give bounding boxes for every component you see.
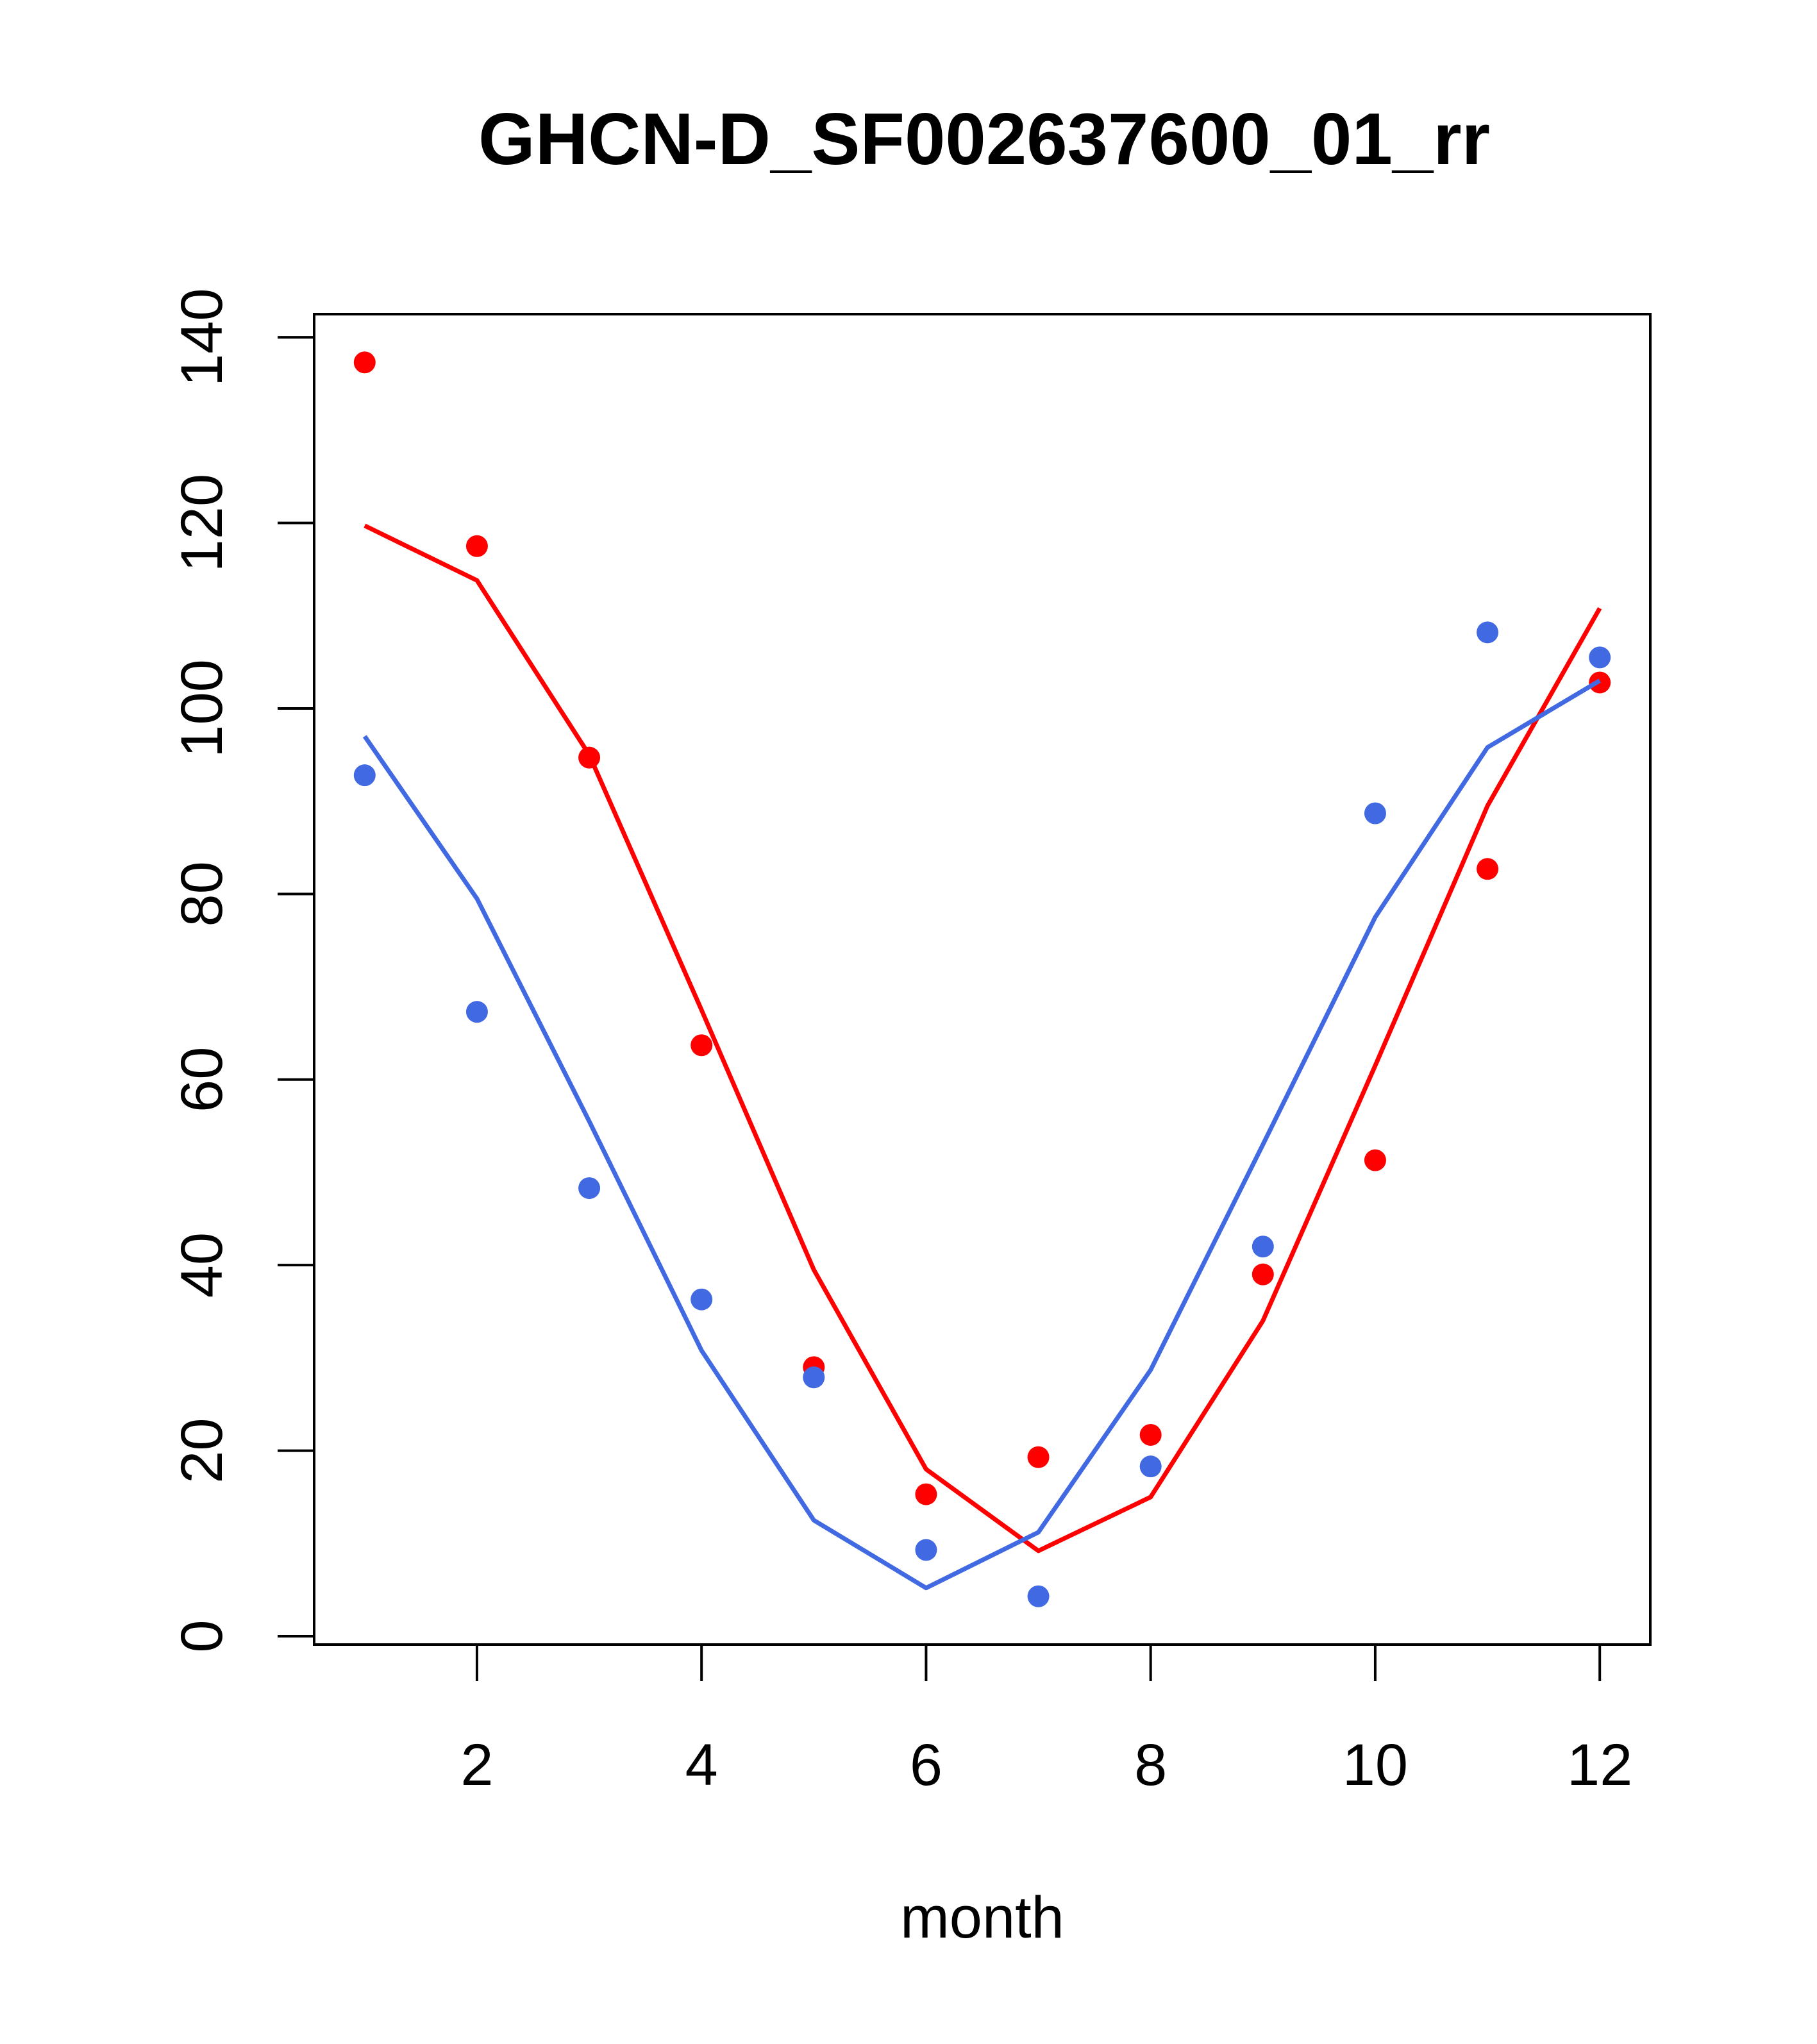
y-tick-label: 60	[169, 1047, 235, 1112]
data-point	[1364, 802, 1386, 825]
y-tick-label: 40	[169, 1232, 235, 1298]
data-point	[915, 1539, 937, 1561]
x-tick-label: 8	[1134, 1732, 1167, 1798]
x-tick-label: 4	[685, 1732, 718, 1798]
data-point	[1139, 1455, 1162, 1478]
x-axis-label: month	[900, 1885, 1064, 1950]
data-point	[1027, 1446, 1050, 1468]
y-tick-label: 80	[169, 861, 235, 926]
x-tick-label: 10	[1343, 1732, 1408, 1798]
data-point	[1477, 858, 1499, 880]
data-point	[353, 351, 376, 374]
y-tick-label: 100	[169, 659, 235, 758]
series-line-3	[362, 678, 1601, 1591]
y-tick-label: 140	[169, 288, 235, 387]
y-tick-label: 0	[169, 1620, 235, 1652]
data-point	[691, 1034, 713, 1057]
data-point	[578, 1177, 601, 1200]
data-point	[465, 1001, 488, 1023]
x-tick-label: 12	[1567, 1732, 1632, 1798]
data-point	[1027, 1585, 1050, 1607]
series-line-1	[364, 523, 1602, 1554]
data-point	[691, 1288, 713, 1311]
data-point	[1139, 1423, 1162, 1446]
plot-frame	[313, 313, 1652, 1646]
data-point	[1252, 1263, 1274, 1286]
x-tick-label: 6	[910, 1732, 942, 1798]
x-axis: 2 4 6 8 10 12	[460, 1643, 1632, 1798]
y-axis: 0 20 40 60 80 100 120 140	[169, 288, 315, 1653]
data-point	[1364, 1149, 1386, 1171]
data-point	[915, 1483, 937, 1505]
series-layer	[353, 351, 1611, 1607]
data-point	[1589, 646, 1611, 669]
data-point	[353, 764, 376, 787]
data-point	[803, 1366, 825, 1389]
y-tick-label: 20	[169, 1418, 235, 1483]
chart-title: GHCN-D_SF002637600_01_rr	[478, 99, 1490, 180]
data-point	[1252, 1236, 1274, 1258]
y-tick-label: 120	[169, 474, 235, 573]
data-point	[1477, 621, 1499, 644]
data-point	[465, 535, 488, 557]
x-tick-label: 2	[460, 1732, 493, 1798]
